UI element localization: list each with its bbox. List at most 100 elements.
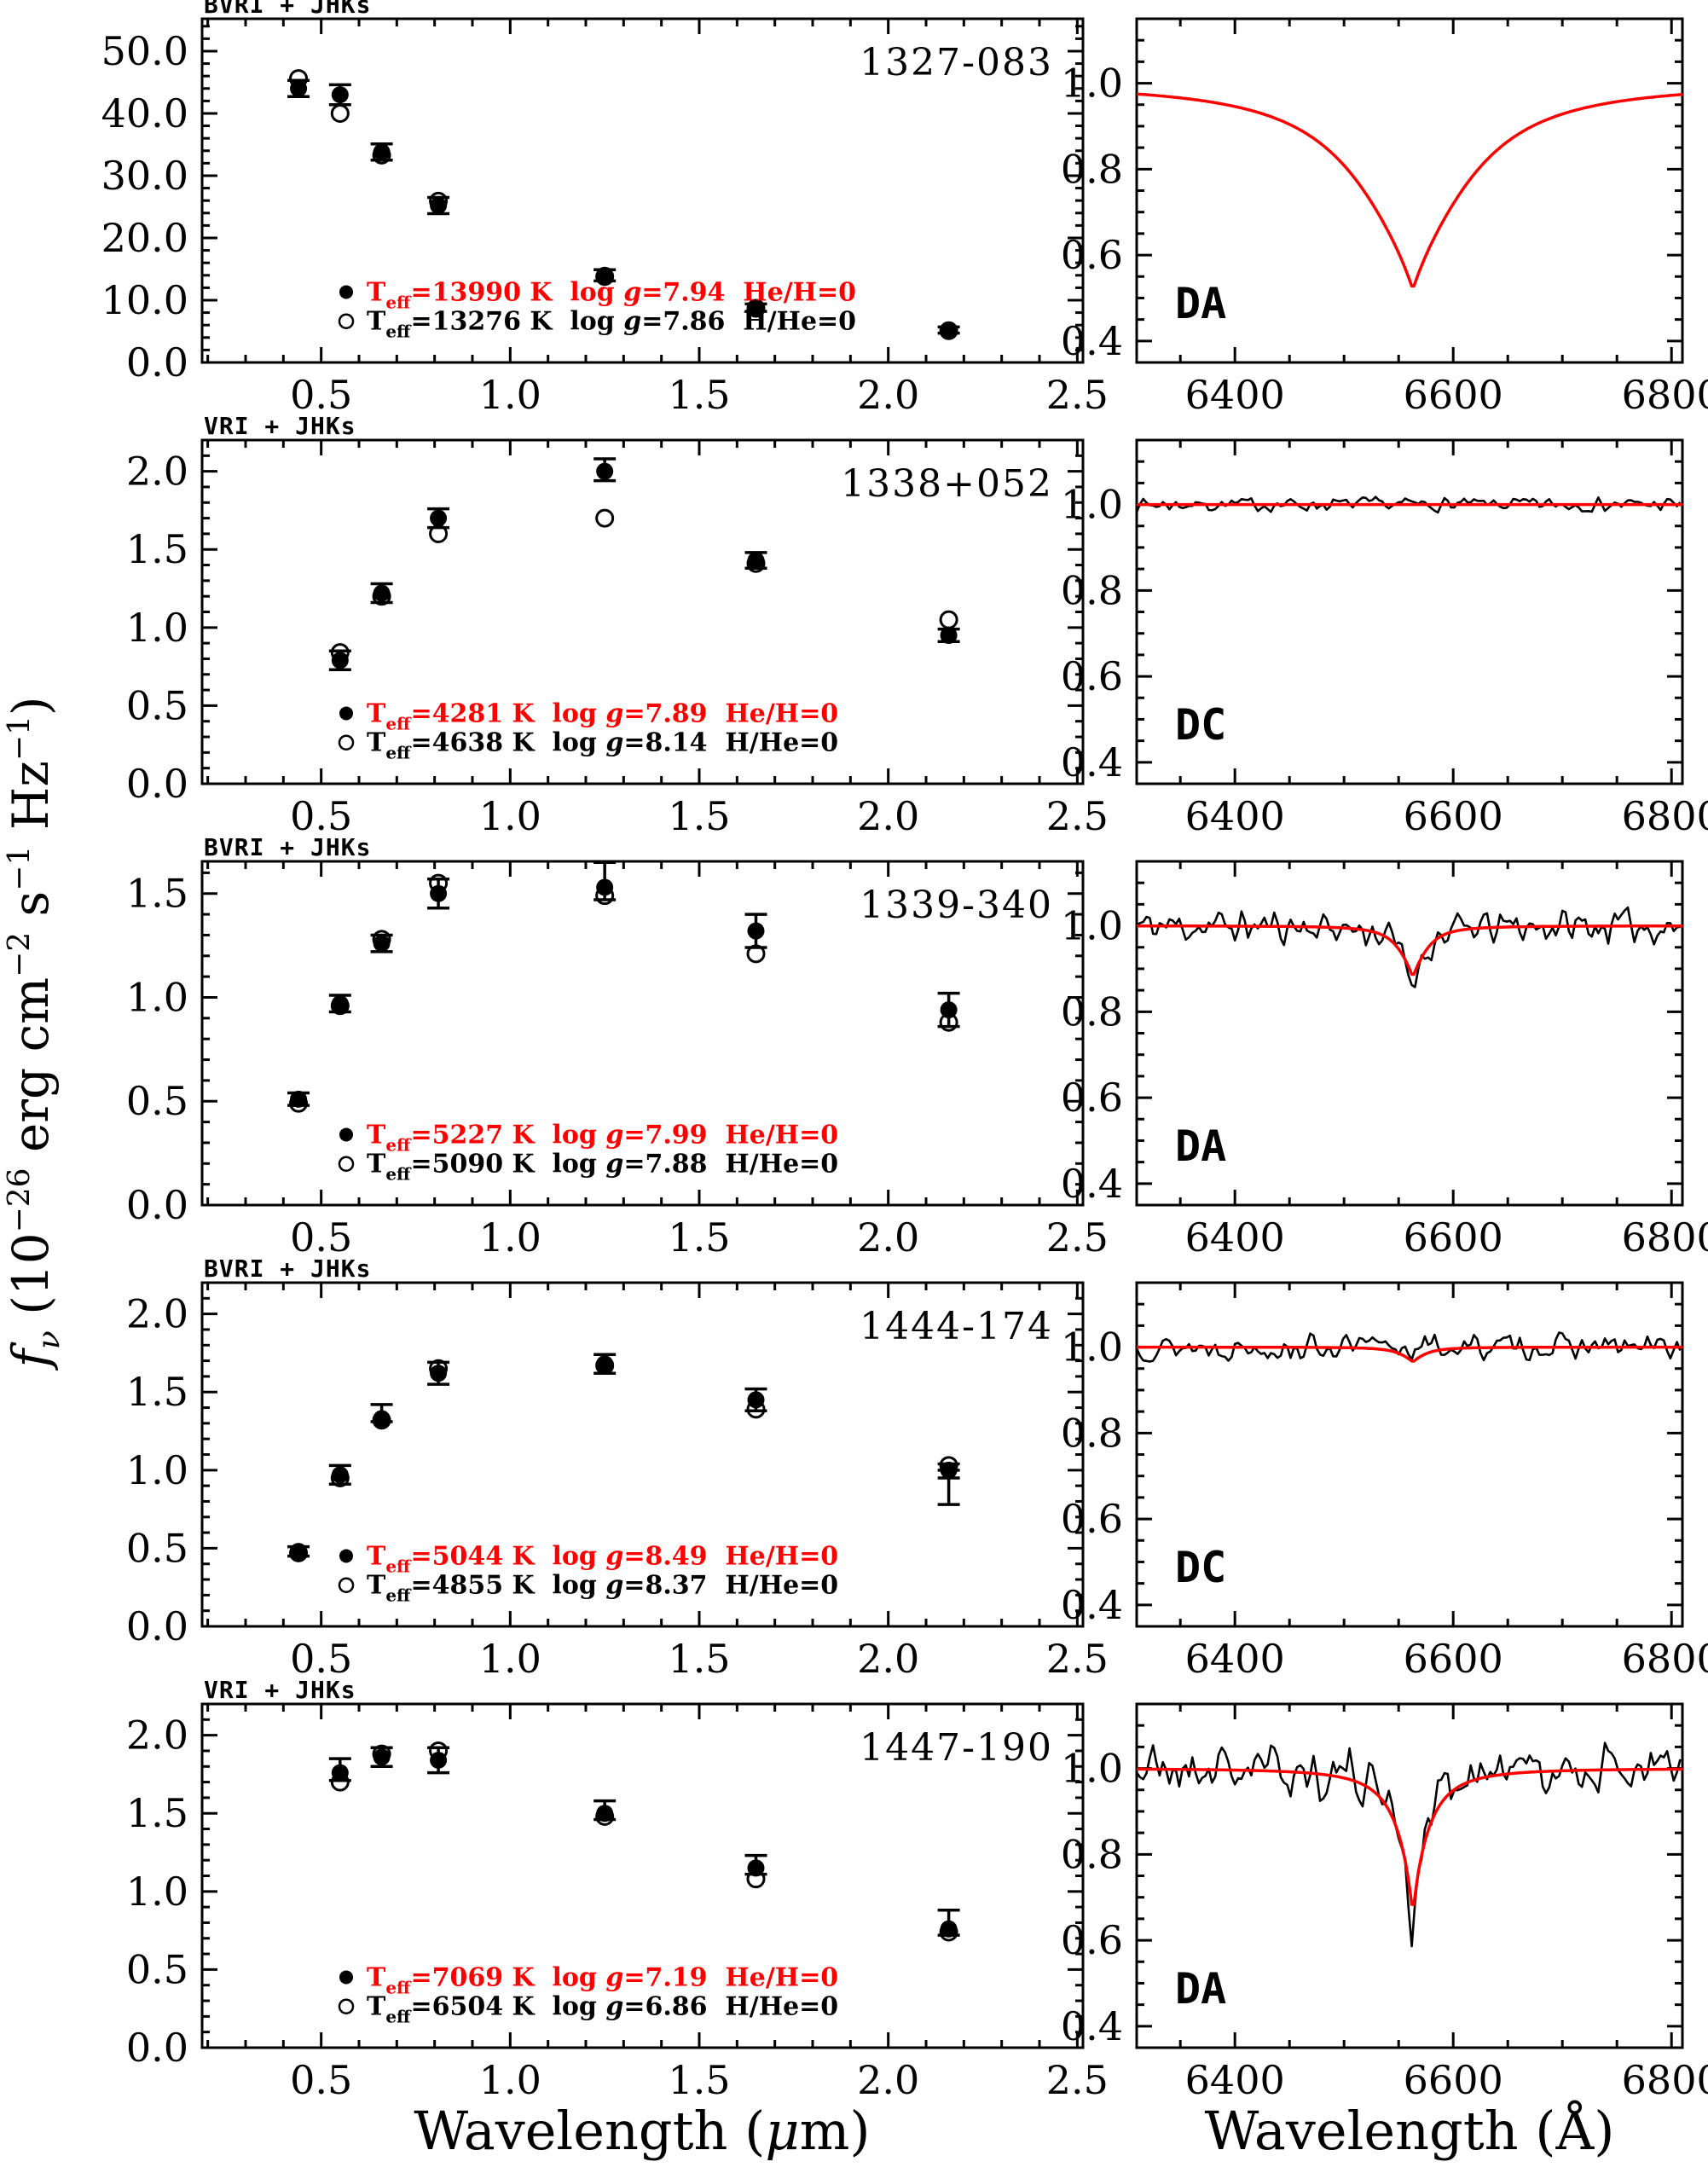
svg-text:2.0: 2.0 — [126, 449, 188, 495]
error-bars — [328, 1746, 960, 1937]
sed-panel: 0.5 1.0 1.5 2.0 2.5 0.0 0.5 1.0 1.5 Teff=5227 K l… — [126, 860, 1109, 1260]
svg-text:0.4: 0.4 — [1061, 2003, 1123, 2049]
sed-panel: 0.5 1.0 1.5 2.0 2.5 0.0 10.0 20.0 30.0 40.0 50.0 Te… — [101, 17, 1109, 418]
svg-text:0.5: 0.5 — [290, 793, 352, 839]
svg-text:0.6: 0.6 — [1061, 1075, 1123, 1121]
svg-text:20.0: 20.0 — [101, 215, 188, 261]
svg-text:0.6: 0.6 — [1061, 232, 1123, 278]
svg-text:40.0: 40.0 — [101, 90, 188, 136]
sed-points-alternate — [330, 1741, 958, 1942]
axes — [200, 1702, 1085, 2049]
svg-text:Teff=7069 K log g=7.19 He/H=: Teff=7069 K log g=7.19 He/H=0 — [367, 1962, 838, 1997]
sed-panel: 0.5 1.0 1.5 2.0 2.5 0.0 0.5 1.0 1.5 2.0 Teff=4281 … — [126, 438, 1109, 839]
svg-text:6400: 6400 — [1185, 793, 1285, 839]
star-name: 1339-340 — [860, 884, 1053, 927]
photometry-bands-label: VRI + JHKs — [204, 412, 356, 440]
tick-labels: 0.5 1.0 1.5 2.0 2.5 0.0 0.5 1.0 1.5 2.0 — [126, 449, 1109, 839]
svg-text:1.5: 1.5 — [126, 526, 188, 572]
svg-text:2.0: 2.0 — [857, 1636, 919, 1682]
svg-text:50.0: 50.0 — [101, 28, 188, 74]
spectral-class-label: DA — [1175, 1964, 1227, 2014]
photometry-bands-label: VRI + JHKs — [204, 1676, 356, 1704]
axes — [200, 438, 1085, 785]
svg-text:0.8: 0.8 — [1061, 146, 1123, 192]
svg-text:6400: 6400 — [1185, 372, 1285, 418]
svg-text:1.5: 1.5 — [668, 372, 730, 418]
svg-text:0.4: 0.4 — [1061, 739, 1123, 785]
star-name: 1444-174 — [860, 1305, 1053, 1348]
svg-text:1.0: 1.0 — [1061, 482, 1123, 528]
axes — [1135, 1281, 1684, 1628]
tick-labels: 0.5 1.0 1.5 2.0 2.5 0.0 10.0 20.0 30.0 40.0 50.0 — [101, 28, 1109, 418]
svg-text:2.0: 2.0 — [126, 1712, 188, 1759]
svg-text:1.5: 1.5 — [126, 871, 188, 917]
svg-text:0.5: 0.5 — [126, 682, 188, 728]
sed-panel: 0.5 1.0 1.5 2.0 2.5 0.0 0.5 1.0 1.5 2.0 Teff=5044 … — [126, 1281, 1109, 1682]
x-axis-title-microns: Wavelength (μm) — [414, 2100, 871, 2162]
svg-text:1.0: 1.0 — [479, 793, 541, 839]
svg-text:0.0: 0.0 — [126, 1182, 188, 1228]
svg-text:2.5: 2.5 — [1046, 372, 1109, 418]
svg-text:1.5: 1.5 — [126, 1369, 188, 1415]
spectral-class-label: DC — [1175, 1543, 1227, 1592]
svg-text:6600: 6600 — [1404, 2057, 1503, 2103]
photometry-bands-label: BVRI + JHKs — [204, 1255, 372, 1283]
svg-text:Teff=13990 K log g=7.94 He/H: Teff=13990 K log g=7.94 He/H=0 — [367, 277, 856, 312]
x-axis-title-angstroms: Wavelength (Å) — [1204, 2100, 1615, 2162]
svg-text:1.0: 1.0 — [126, 1869, 188, 1915]
svg-text:1.0: 1.0 — [1061, 903, 1123, 949]
svg-text:1.0: 1.0 — [479, 372, 541, 418]
star-name: 1327-083 — [860, 41, 1053, 84]
svg-text:1.5: 1.5 — [668, 1214, 730, 1260]
svg-text:0.5: 0.5 — [126, 1078, 188, 1124]
svg-text:2.0: 2.0 — [857, 372, 919, 418]
photometry-bands-label: BVRI + JHKs — [204, 833, 372, 861]
svg-text:0.4: 0.4 — [1061, 318, 1123, 364]
svg-text:1.5: 1.5 — [668, 1636, 730, 1682]
axes — [200, 17, 1085, 364]
model-line — [1137, 1767, 1682, 1906]
svg-text:2.5: 2.5 — [1046, 1636, 1109, 1682]
svg-text:2.5: 2.5 — [1046, 2057, 1109, 2103]
svg-text:1.0: 1.0 — [1061, 61, 1123, 107]
svg-text:2.0: 2.0 — [126, 1291, 188, 1337]
svg-text:0.0: 0.0 — [126, 339, 188, 385]
svg-text:1.0: 1.0 — [126, 1447, 188, 1493]
sed-points-adopted — [290, 1355, 958, 1561]
svg-text:1.0: 1.0 — [479, 1214, 541, 1260]
error-bars — [287, 1353, 960, 1558]
svg-text:0.5: 0.5 — [126, 1525, 188, 1571]
sed-points-alternate — [289, 1356, 958, 1562]
svg-text:0.4: 0.4 — [1061, 1582, 1123, 1628]
svg-text:1.0: 1.0 — [479, 2057, 541, 2103]
sed-points-alternate — [289, 69, 958, 340]
svg-text:2.0: 2.0 — [857, 1214, 919, 1260]
svg-text:0.0: 0.0 — [126, 761, 188, 807]
svg-text:6400: 6400 — [1185, 1214, 1285, 1260]
star-name: 1447-190 — [860, 1726, 1053, 1770]
legend: Teff=13990 K log g=7.94 He/H=0Teff=13276… — [338, 277, 856, 342]
svg-text:Teff=6504 K log g=6.86 H/He=: Teff=6504 K log g=6.86 H/He=0 — [367, 1992, 838, 2027]
svg-text:1.0: 1.0 — [1061, 1324, 1123, 1371]
model-line — [1137, 1345, 1682, 1363]
svg-text:6400: 6400 — [1185, 2057, 1285, 2103]
svg-text:0.6: 0.6 — [1061, 653, 1123, 699]
svg-text:Teff=13276 K log g=7.86 H/He: Teff=13276 K log g=7.86 H/He=0 — [367, 307, 856, 342]
svg-text:1.0: 1.0 — [1061, 1746, 1123, 1792]
svg-text:1.0: 1.0 — [479, 1636, 541, 1682]
svg-text:0.4: 0.4 — [1061, 1161, 1123, 1207]
svg-text:30.0: 30.0 — [101, 153, 188, 199]
